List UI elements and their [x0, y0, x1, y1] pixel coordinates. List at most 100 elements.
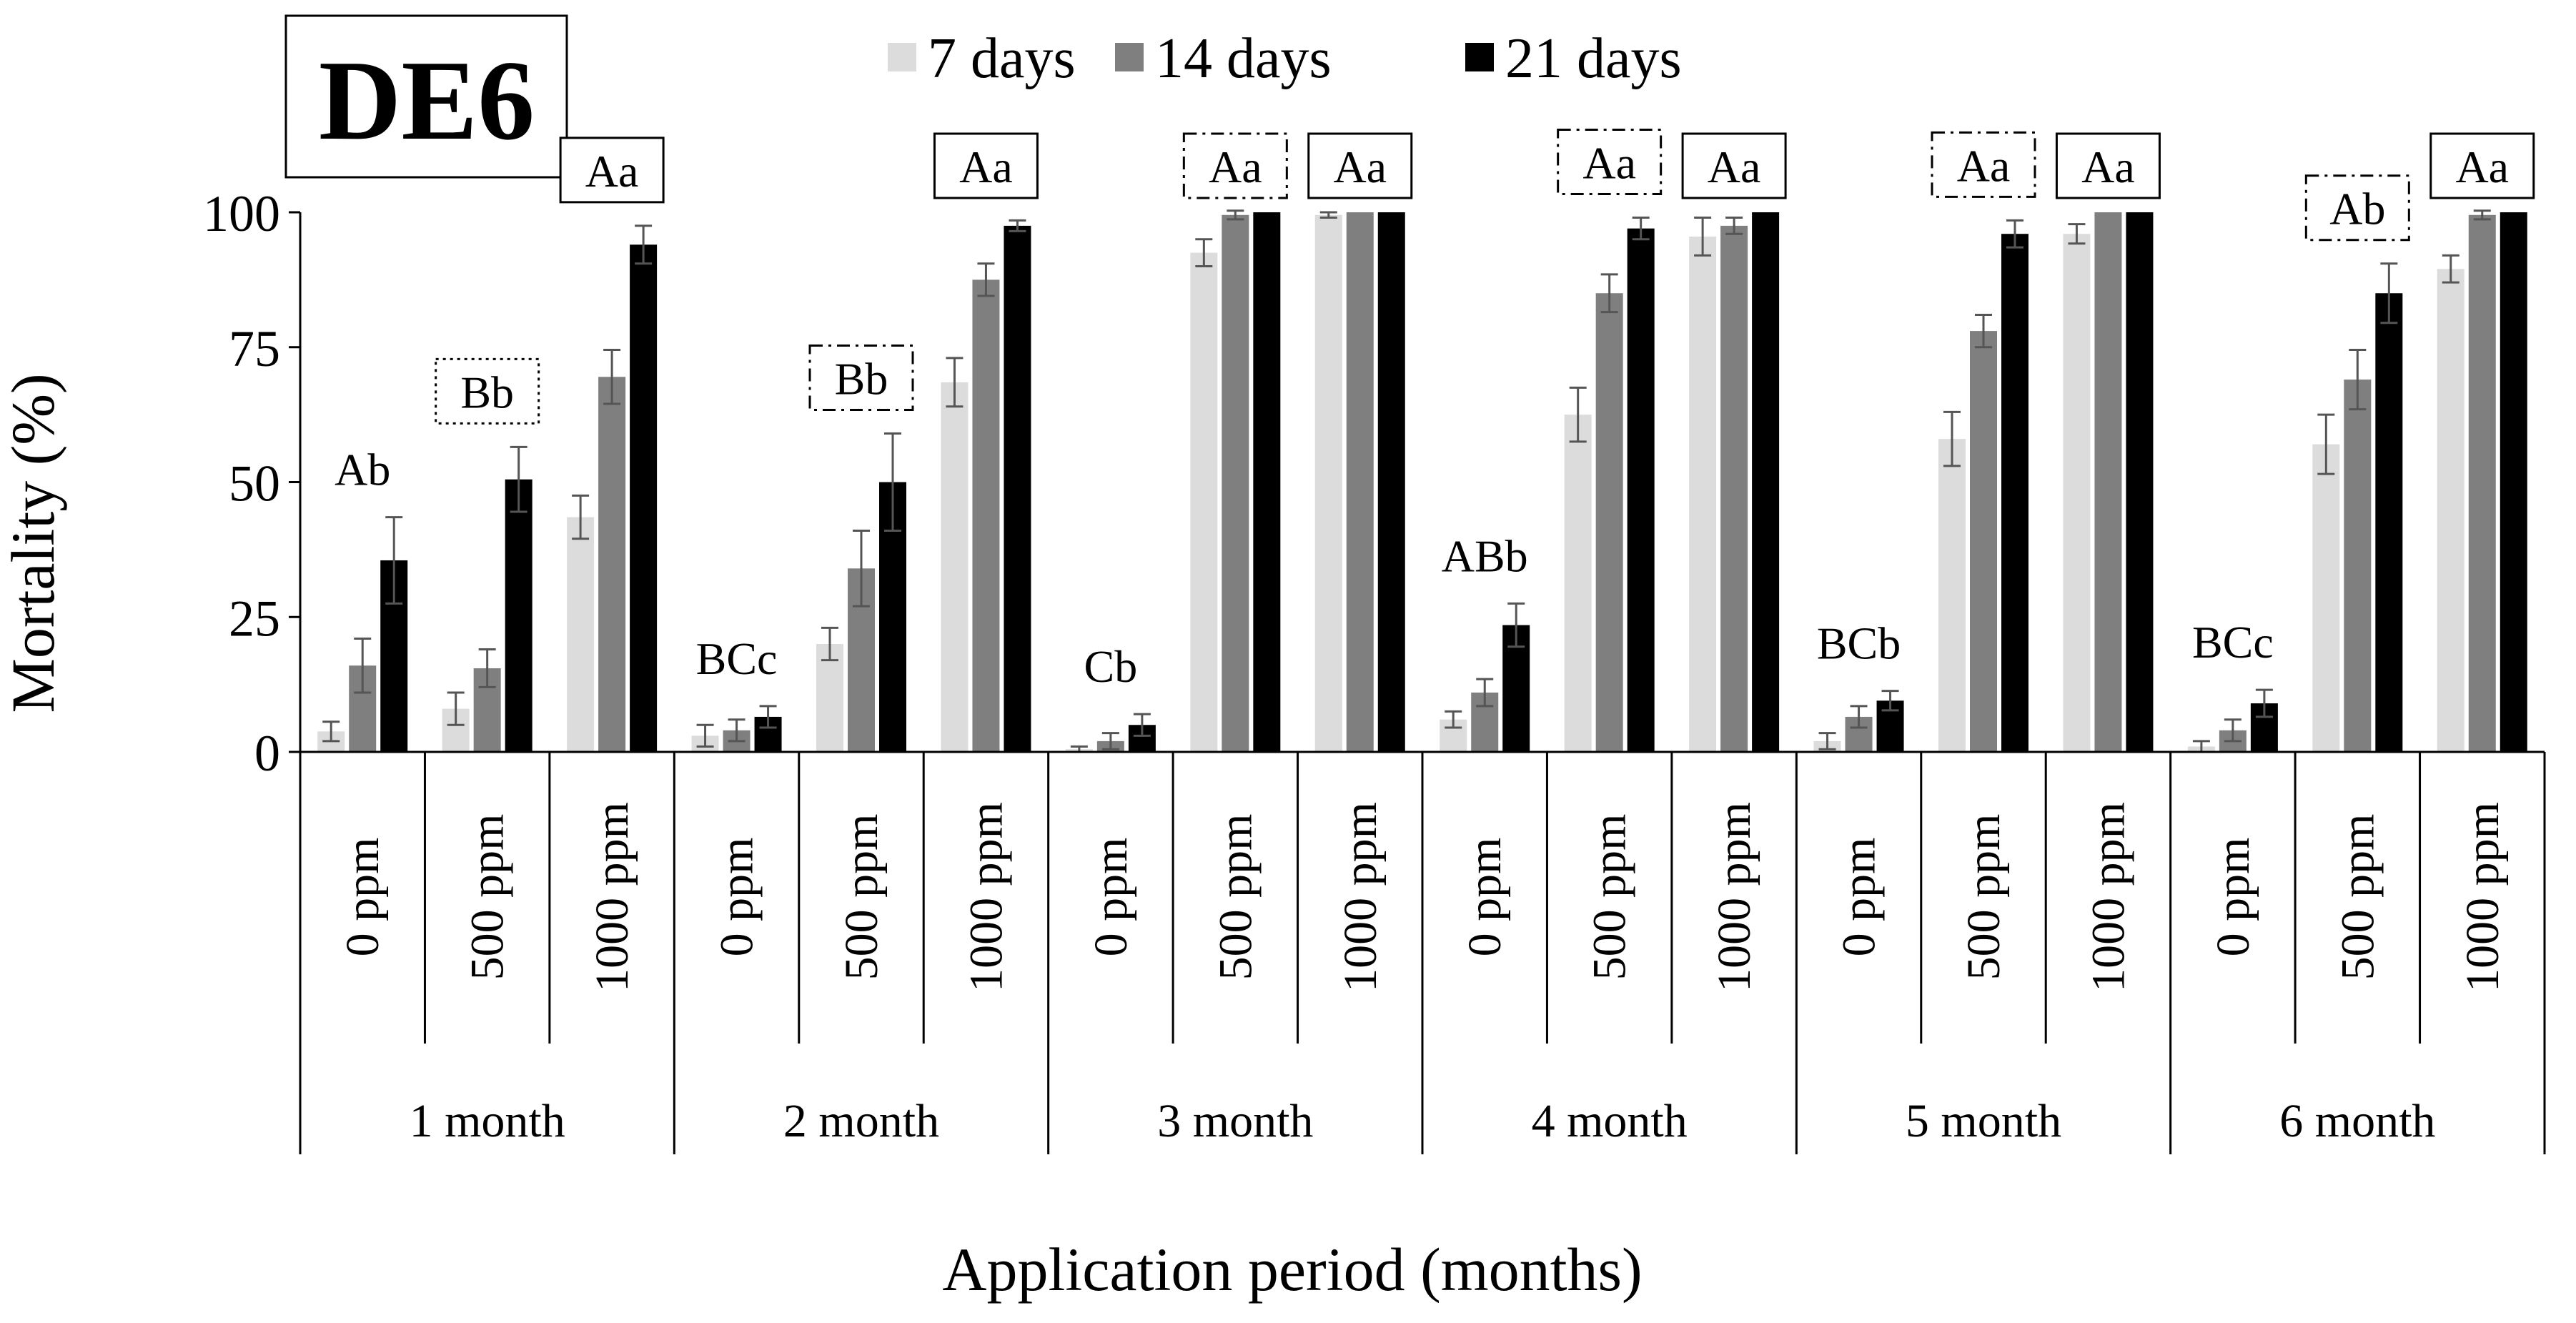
annotation-label: Ab: [2329, 184, 2385, 234]
annotation-box: [1931, 131, 2036, 198]
annotation-label: Bb: [460, 367, 514, 417]
bar-1m-1000ppm-s1: [567, 517, 595, 752]
bar-6m-1000ppm-s3: [2500, 212, 2527, 752]
annotation-box: [933, 132, 1039, 199]
error-bar-5m-500ppm-s2: [1975, 313, 1992, 349]
bar-5m-1000ppm-s2: [2094, 212, 2122, 752]
bar-3m-500ppm-s1: [1190, 252, 1218, 752]
annotation-box: [1307, 132, 1413, 199]
x-axis: 0 ppm 500 ppm 1000 ppm 1 month 0 ppm 500 ppm 1…: [299, 750, 2546, 1154]
error-bar-1m-1000ppm-s1: [572, 494, 590, 540]
annotation-label: Aa: [1957, 140, 2011, 191]
annotation-label: Cb: [1084, 641, 1138, 692]
error-bar-6m-1000ppm-s2: [2473, 209, 2491, 221]
bars: Ab Bb Aa BCc Bb Aa Cb Aa Aa ABb Aa Aa BCb Aa Aa BCc Ab Aa: [317, 129, 2535, 753]
legend-swatch-1: [888, 43, 916, 71]
dose-label: 1000 ppm: [2082, 802, 2134, 992]
bar-6m-1000ppm-s1: [2437, 269, 2464, 752]
error-bar-4m-1000ppm-s2: [1725, 217, 1743, 235]
dose-label: 1000 ppm: [586, 802, 638, 992]
panel-label: DE6: [319, 36, 535, 164]
annotation-label: Bb: [835, 354, 888, 405]
y-axis: 0 25 50 75 100: [203, 185, 302, 782]
group-label-2: 2 month: [783, 1095, 939, 1147]
annotation-label: Aa: [1333, 142, 1387, 192]
bar-2m-1000ppm-s3: [1004, 225, 1031, 752]
bar-3m-1000ppm-s3: [1377, 212, 1405, 752]
annotation-box: [1182, 132, 1288, 199]
error-bar-4m-500ppm-s2: [1600, 273, 1618, 314]
error-bar-3m-0ppm-s2: [1101, 732, 1119, 750]
annotation-label: BCb: [1817, 618, 1901, 669]
dose-label: 1000 ppm: [1334, 802, 1387, 992]
x-axis-title: Application period (months): [942, 1235, 1642, 1304]
dose-label: 500 ppm: [836, 814, 888, 981]
legend-label-1: 7 days: [928, 27, 1076, 90]
bar-2m-1000ppm-s1: [941, 382, 969, 752]
legend-label-2: 14 days: [1155, 27, 1332, 90]
group-label-5: 5 month: [1906, 1095, 2061, 1147]
dose-label: 500 ppm: [2332, 814, 2384, 981]
legend: 7 days 14 days 21 days: [888, 27, 1682, 90]
annotation-label: Aa: [1708, 142, 1761, 192]
error-bar-2m-500ppm-s3: [884, 432, 901, 532]
error-bar-6m-500ppm-s1: [2317, 413, 2335, 475]
annotation-box: [559, 137, 665, 204]
bar-1m-1000ppm-s2: [598, 377, 626, 752]
error-bar-1m-1000ppm-s3: [635, 224, 653, 265]
bar-3m-1000ppm-s1: [1314, 214, 1342, 752]
error-bar-5m-1000ppm-s1: [2068, 223, 2086, 245]
bar-4m-1000ppm-s1: [1689, 236, 1717, 753]
bar-5m-1000ppm-s1: [2063, 234, 2091, 752]
error-bar-5m-0ppm-s3: [1881, 690, 1899, 712]
annotation-label: Aa: [959, 142, 1013, 192]
error-bar-5m-500ppm-s1: [1943, 410, 1961, 467]
error-bar-6m-1000ppm-s1: [2442, 254, 2459, 284]
annotation-label: Ab: [335, 445, 390, 495]
error-bar-4m-0ppm-s2: [1476, 678, 1494, 708]
error-bar-1m-0ppm-s1: [322, 720, 340, 743]
group-label-1: 1 month: [410, 1095, 565, 1147]
bar-5m-500ppm-s1: [1938, 439, 1966, 752]
annotation-label: Aa: [585, 146, 639, 197]
y-tick-label-75: 75: [229, 320, 280, 377]
dose-label: 0 ppm: [1833, 838, 1886, 957]
y-tick-label-0: 0: [254, 725, 280, 782]
error-bar-2m-1000ppm-s3: [1009, 219, 1026, 232]
bar-1m-500ppm-s3: [505, 479, 532, 752]
annotation-box: [2304, 174, 2410, 242]
error-bar-1m-0ppm-s3: [385, 516, 403, 605]
error-bar-3m-500ppm-s1: [1195, 238, 1213, 267]
error-bar-6m-500ppm-s2: [2349, 349, 2367, 411]
dose-label: 0 ppm: [711, 838, 763, 957]
bar-2m-500ppm-s1: [816, 644, 843, 752]
error-bar-4m-1000ppm-s1: [1694, 217, 1712, 257]
legend-swatch-2: [1115, 43, 1144, 71]
error-bar-6m-0ppm-s2: [2224, 718, 2241, 743]
error-bar-6m-0ppm-s3: [2255, 688, 2273, 718]
annotation-label: Aa: [2081, 142, 2135, 192]
error-bar-5m-0ppm-s2: [1850, 705, 1868, 729]
dose-label: 1000 ppm: [960, 802, 1012, 992]
dose-label: 0 ppm: [1085, 838, 1137, 957]
dose-label: 500 ppm: [1209, 814, 1262, 981]
bar-4m-500ppm-s2: [1595, 293, 1623, 752]
y-tick-label-50: 50: [229, 455, 280, 512]
error-bar-2m-0ppm-s2: [728, 718, 745, 743]
legend-swatch-3: [1465, 43, 1494, 71]
annotation-box: [2429, 132, 2535, 199]
dose-label: 0 ppm: [2207, 838, 2259, 957]
bar-5m-1000ppm-s3: [2126, 212, 2154, 752]
error-bar-2m-500ppm-s2: [853, 529, 870, 608]
bar-5m-500ppm-s3: [2001, 234, 2028, 752]
error-bar-3m-1000ppm-s1: [1319, 211, 1337, 219]
dose-label: 0 ppm: [337, 838, 389, 957]
annotation-box: [2055, 132, 2161, 199]
y-tick-label-100: 100: [203, 185, 280, 242]
annotation-box: [435, 357, 540, 425]
bar-3m-1000ppm-s2: [1346, 212, 1374, 752]
error-bar-1m-1000ppm-s2: [603, 349, 621, 405]
dose-label: 500 ppm: [462, 814, 514, 981]
annotation-label: ABb: [1442, 530, 1528, 581]
dose-label: 0 ppm: [1459, 838, 1511, 957]
